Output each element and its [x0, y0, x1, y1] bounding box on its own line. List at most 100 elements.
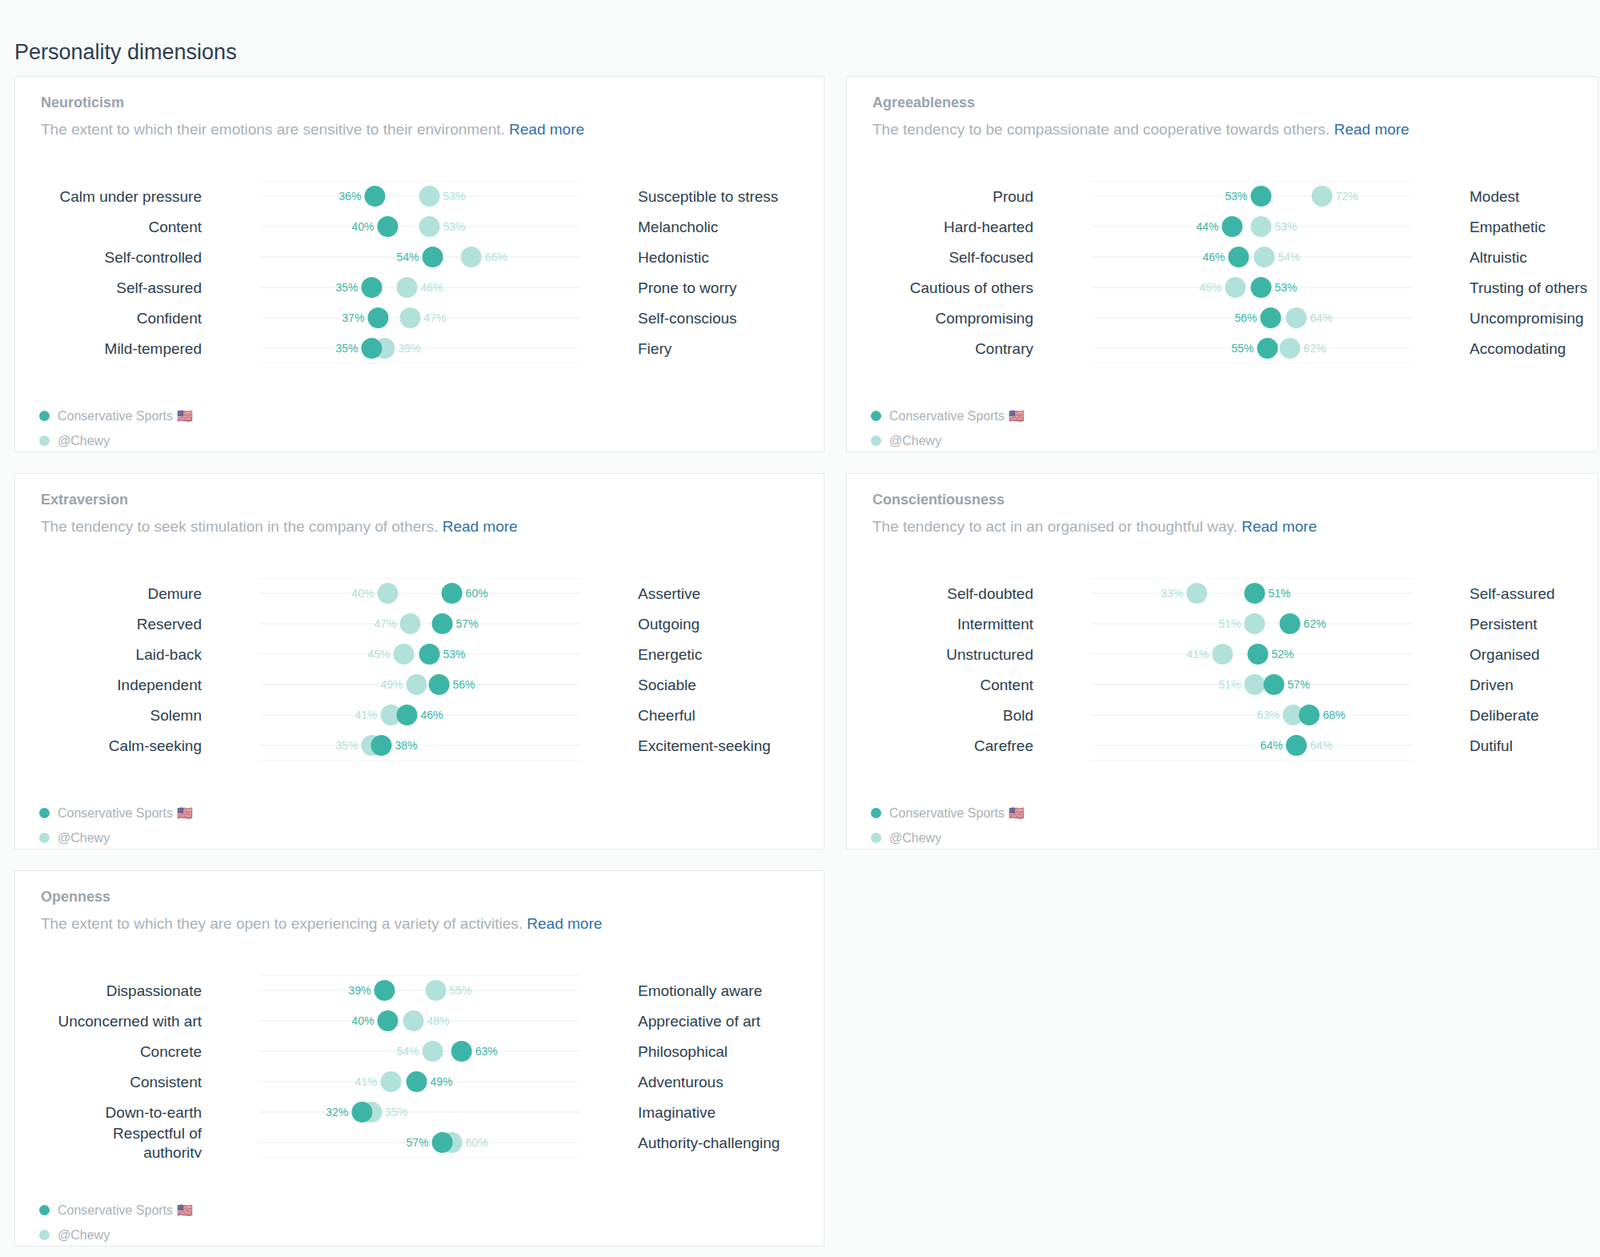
svg-text:Fiery: Fiery [637, 340, 673, 357]
svg-text:Laid-back: Laid-back [136, 645, 203, 663]
svg-text:45%: 45% [1198, 280, 1222, 294]
svg-text:Imaginative: Imaginative [637, 1103, 716, 1121]
svg-text:Independent: Independent [116, 676, 202, 694]
svg-text:47%: 47% [423, 311, 446, 325]
svg-text:39%: 39% [397, 341, 421, 355]
svg-text:36%: 36% [338, 189, 361, 203]
svg-text:72%: 72% [1335, 189, 1359, 203]
svg-text:Emotionally aware: Emotionally aware [637, 982, 762, 999]
svg-text:52%: 52% [1271, 647, 1295, 661]
svg-text:53%: 53% [1275, 280, 1298, 294]
svg-text:Altruistic: Altruistic [1469, 248, 1528, 266]
svg-text:54%: 54% [1278, 250, 1301, 264]
svg-text:Consistent: Consistent [129, 1073, 202, 1091]
svg-text:Respectful ofauthority: Respectful ofauthority [112, 1124, 203, 1158]
svg-text:Unconcerned with art: Unconcerned with art [57, 1012, 202, 1030]
svg-text:56%: 56% [453, 677, 476, 691]
svg-text:51%: 51% [1218, 677, 1241, 691]
svg-text:45%: 45% [367, 647, 390, 661]
svg-text:Hard-hearted: Hard-hearted [943, 218, 1034, 236]
svg-text:Susceptible to stress: Susceptible to stress [637, 188, 778, 205]
svg-text:Mild-tempered: Mild-tempered [104, 340, 202, 357]
svg-text:41%: 41% [1186, 647, 1209, 661]
svg-text:Excitement-seeking: Excitement-seeking [637, 737, 771, 754]
svg-text:54%: 54% [396, 1044, 420, 1058]
svg-text:54%: 54% [396, 250, 420, 264]
svg-text:66%: 66% [485, 250, 508, 264]
svg-text:Energetic: Energetic [637, 645, 702, 663]
svg-text:Self-controlled: Self-controlled [104, 248, 202, 266]
svg-text:Contrary: Contrary [974, 340, 1034, 357]
svg-text:32%: 32% [325, 1105, 349, 1119]
svg-text:51%: 51% [1218, 617, 1241, 630]
svg-text:35%: 35% [335, 280, 358, 294]
svg-text:Unstructured: Unstructured [946, 645, 1034, 663]
svg-text:33%: 33% [1160, 586, 1183, 600]
svg-text:Empathetic: Empathetic [1469, 218, 1546, 236]
svg-text:Accomodating: Accomodating [1469, 340, 1566, 357]
svg-text:47%: 47% [373, 617, 397, 630]
svg-text:46%: 46% [420, 708, 443, 722]
svg-text:Outgoing: Outgoing [637, 615, 700, 633]
svg-text:Bold: Bold [1002, 706, 1034, 724]
svg-text:68%: 68% [1323, 708, 1346, 722]
svg-text:Down-to-earth: Down-to-earth [105, 1103, 202, 1121]
svg-text:Calm under pressure: Calm under pressure [60, 188, 202, 205]
svg-text:Compromising: Compromising [935, 309, 1034, 327]
svg-text:63%: 63% [1257, 708, 1280, 722]
svg-text:46%: 46% [420, 280, 443, 294]
svg-text:41%: 41% [354, 1074, 377, 1088]
svg-text:Calm-seeking: Calm-seeking [108, 737, 202, 754]
svg-text:40%: 40% [351, 586, 374, 600]
svg-text:Dutiful: Dutiful [1469, 737, 1513, 754]
svg-text:Self-assured: Self-assured [1469, 585, 1556, 602]
svg-text:57%: 57% [406, 1135, 430, 1149]
svg-text:Modest: Modest [1469, 188, 1520, 205]
svg-text:Dispassionate: Dispassionate [106, 982, 202, 999]
svg-text:Prone to worry: Prone to worry [637, 279, 738, 297]
svg-text:64%: 64% [1310, 738, 1333, 752]
svg-text:35%: 35% [335, 738, 358, 752]
svg-text:Self-focused: Self-focused [948, 248, 1034, 266]
svg-text:38%: 38% [394, 738, 418, 752]
svg-text:Self-conscious: Self-conscious [637, 309, 738, 327]
svg-text:57%: 57% [456, 617, 479, 630]
svg-text:Driven: Driven [1469, 676, 1514, 694]
svg-text:60%: 60% [465, 1135, 489, 1149]
svg-text:63%: 63% [475, 1044, 498, 1058]
svg-text:53%: 53% [443, 220, 466, 233]
svg-text:Demure: Demure [147, 585, 202, 602]
svg-text:64%: 64% [1310, 311, 1333, 325]
svg-text:Content: Content [148, 218, 202, 236]
svg-text:Intermittent: Intermittent [957, 615, 1035, 633]
svg-text:Authority-challenging: Authority-challenging [637, 1134, 780, 1151]
svg-text:Carefree: Carefree [974, 737, 1034, 754]
svg-text:Adventurous: Adventurous [637, 1073, 724, 1091]
svg-text:51%: 51% [1268, 586, 1292, 600]
svg-text:46%: 46% [1202, 250, 1225, 264]
svg-text:35%: 35% [335, 341, 358, 355]
svg-text:53%: 53% [1275, 220, 1298, 233]
svg-text:Sociable: Sociable [637, 676, 697, 694]
svg-text:Cautious of others: Cautious of others [910, 279, 1034, 297]
svg-text:48%: 48% [426, 1014, 450, 1027]
svg-text:Solemn: Solemn [150, 706, 202, 724]
svg-text:Reserved: Reserved [136, 615, 202, 633]
svg-text:44%: 44% [1195, 220, 1219, 233]
svg-text:37%: 37% [341, 311, 365, 325]
svg-text:62%: 62% [1303, 617, 1327, 630]
svg-text:Trusting of others: Trusting of others [1469, 279, 1588, 297]
svg-text:35%: 35% [384, 1105, 408, 1119]
svg-text:49%: 49% [380, 677, 403, 691]
svg-text:Proud: Proud [992, 188, 1034, 205]
svg-text:64%: 64% [1260, 738, 1284, 752]
svg-text:Deliberate: Deliberate [1469, 706, 1540, 724]
svg-text:39%: 39% [348, 983, 371, 997]
svg-text:Self-assured: Self-assured [116, 279, 202, 297]
svg-text:41%: 41% [354, 708, 377, 722]
svg-text:Self-doubted: Self-doubted [946, 585, 1034, 602]
svg-text:Melancholic: Melancholic [637, 218, 718, 236]
svg-text:40%: 40% [351, 1014, 374, 1027]
svg-text:Assertive: Assertive [637, 585, 701, 602]
svg-text:40%: 40% [351, 220, 374, 233]
